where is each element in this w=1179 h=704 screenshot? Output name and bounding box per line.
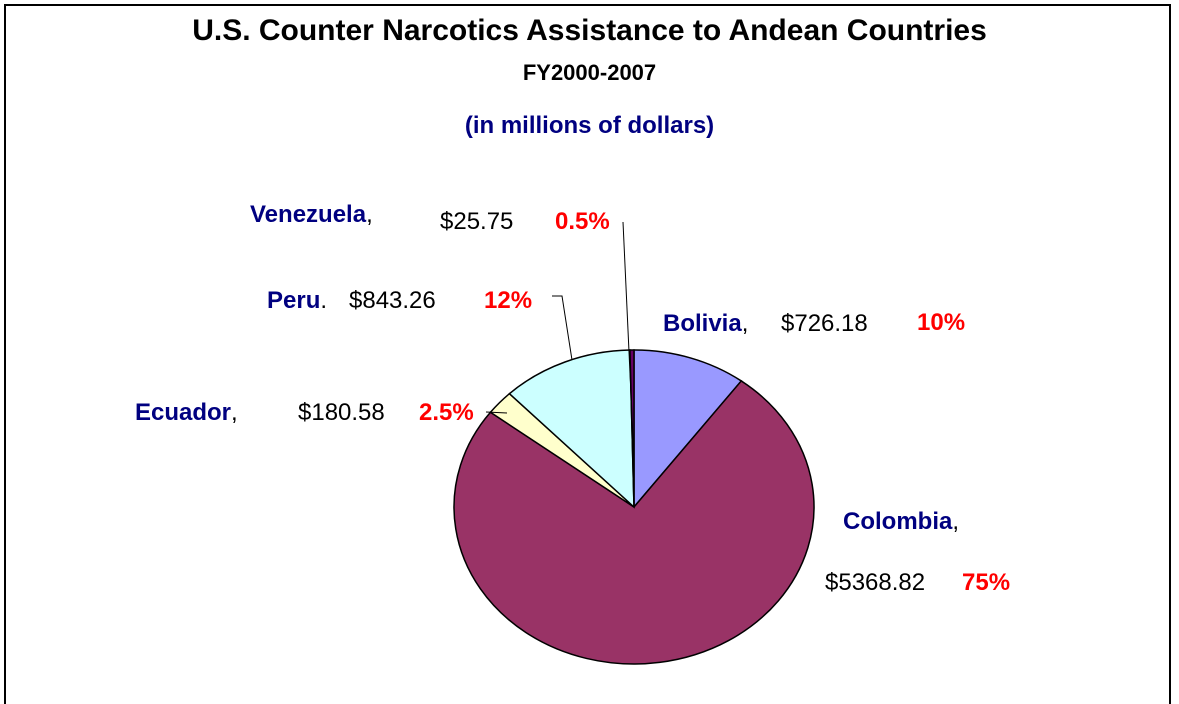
slice-label-peru: Peru. <box>267 287 327 314</box>
leader-line-peru <box>552 295 573 361</box>
slice-percent-venezuela: 0.5% <box>555 208 610 235</box>
leader-line-venezuela <box>622 221 635 461</box>
leader-line-ecuador <box>485 411 508 414</box>
slice-value-peru: $843.26 <box>349 287 436 314</box>
slice-label-ecuador: Ecuador, <box>135 399 238 426</box>
slice-label-bolivia: Bolivia, <box>663 310 748 337</box>
slice-value-ecuador: $180.58 <box>298 399 385 426</box>
slice-label-venezuela: Venezuela, <box>250 201 373 228</box>
chart-frame <box>4 4 1171 704</box>
chart-unit-note: (in millions of dollars) <box>464 112 715 139</box>
slice-value-bolivia: $726.18 <box>781 310 868 337</box>
slice-label-colombia: Colombia, <box>843 508 959 535</box>
slice-value-venezuela: $25.75 <box>440 208 513 235</box>
slice-percent-bolivia: 10% <box>917 309 965 336</box>
chart-subtitle: FY2000-2007 <box>522 60 657 85</box>
slice-percent-ecuador: 2.5% <box>419 399 474 426</box>
slice-value-colombia: $5368.82 <box>825 569 925 596</box>
pie-slice-peru <box>508 349 635 509</box>
slice-percent-peru: 12% <box>484 287 532 314</box>
chart-title: U.S. Counter Narcotics Assistance to And… <box>192 14 987 47</box>
pie-slice-colombia <box>453 379 815 665</box>
slice-percent-colombia: 75% <box>962 569 1010 596</box>
pie-slice-bolivia <box>633 349 743 510</box>
